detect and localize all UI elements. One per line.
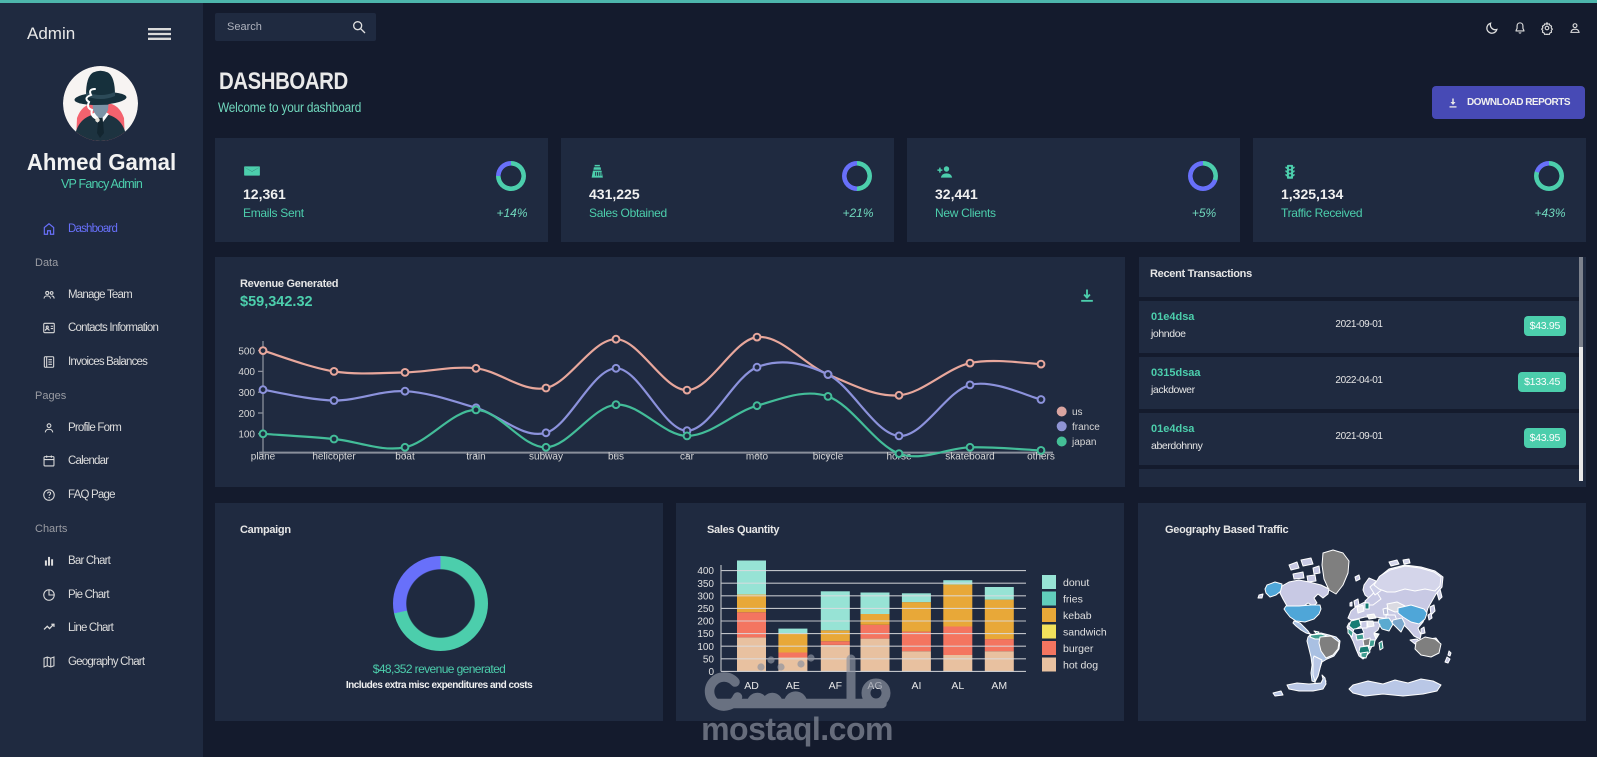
svg-text:250: 250	[697, 604, 714, 615]
svg-text:AE: AE	[786, 680, 800, 692]
svg-text:fries: fries	[1063, 594, 1083, 606]
svg-text:AI: AI	[911, 680, 921, 692]
svg-text:bicycle: bicycle	[813, 452, 844, 463]
svg-text:car: car	[680, 452, 695, 463]
svg-text:500: 500	[238, 346, 255, 357]
svg-text:AM: AM	[991, 680, 1007, 692]
svg-text:train: train	[466, 452, 485, 463]
svg-text:AF: AF	[829, 680, 842, 692]
svg-text:france: france	[1072, 422, 1100, 433]
svg-text:donut: donut	[1063, 577, 1089, 589]
svg-text:0: 0	[708, 667, 714, 678]
svg-text:200: 200	[238, 409, 255, 420]
svg-text:skateboard: skateboard	[945, 452, 994, 463]
svg-text:AD: AD	[744, 680, 759, 692]
svg-text:AL: AL	[951, 680, 964, 692]
svg-text:others: others	[1027, 452, 1055, 463]
svg-text:400: 400	[238, 367, 255, 378]
svg-text:100: 100	[238, 430, 255, 441]
svg-text:300: 300	[238, 388, 255, 399]
svg-text:hot dog: hot dog	[1063, 660, 1098, 672]
svg-text:300: 300	[697, 591, 714, 602]
svg-text:bus: bus	[608, 452, 624, 463]
svg-text:100: 100	[697, 642, 714, 653]
svg-text:us: us	[1072, 407, 1083, 418]
svg-text:400: 400	[697, 566, 714, 577]
svg-text:japan: japan	[1071, 437, 1096, 448]
svg-text:50: 50	[703, 654, 715, 665]
svg-text:plane: plane	[251, 452, 276, 463]
svg-text:burger: burger	[1063, 643, 1094, 655]
svg-text:200: 200	[697, 617, 714, 628]
svg-text:moto: moto	[746, 452, 769, 463]
svg-text:helicopter: helicopter	[312, 452, 356, 463]
svg-text:mostaql.com: mostaql.com	[701, 711, 893, 747]
svg-text:boat: boat	[395, 452, 415, 463]
svg-text:subway: subway	[529, 452, 563, 463]
svg-text:kebab: kebab	[1063, 610, 1092, 622]
svg-text:sandwich: sandwich	[1063, 627, 1107, 639]
svg-text:150: 150	[697, 629, 714, 640]
svg-text:350: 350	[697, 579, 714, 590]
